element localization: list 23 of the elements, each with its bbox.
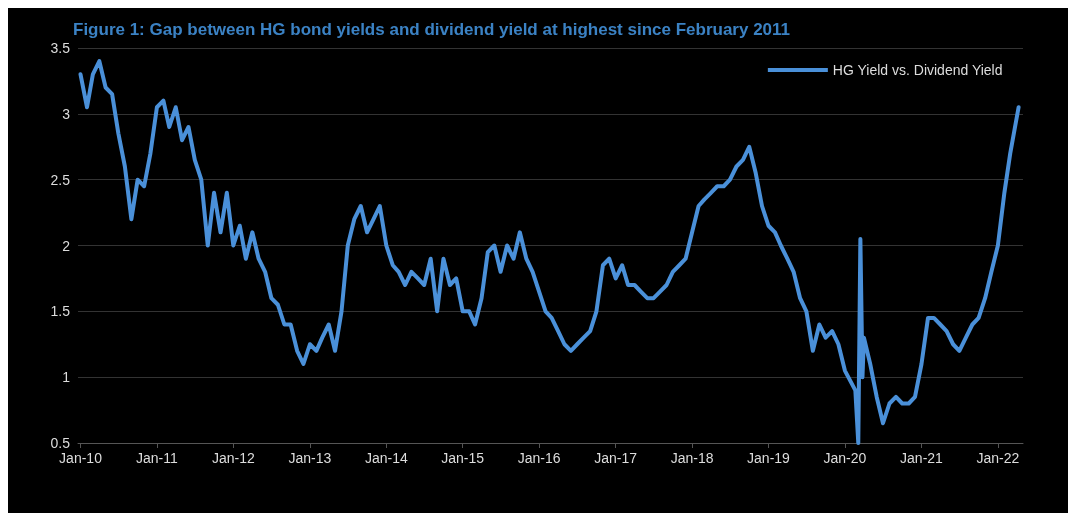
legend-label: HG Yield vs. Dividend Yield — [832, 62, 1003, 78]
x-tick-label: Jan-22 — [976, 450, 1020, 466]
x-tick-label: Jan-12 — [211, 450, 255, 466]
line-series — [78, 59, 1021, 445]
y-tick-label: 3.5 — [50, 40, 71, 56]
x-tick-label: Jan-10 — [59, 450, 103, 466]
y-tick-label: 2 — [62, 237, 71, 254]
y-tick-label: 2.5 — [50, 171, 71, 188]
x-tick-label: Jan-15 — [441, 450, 485, 466]
x-tick-label: Jan-21 — [900, 450, 944, 466]
x-tick-label: Jan-11 — [136, 450, 178, 466]
y-tick-label: 1.5 — [50, 303, 71, 320]
x-tick-label: Jan-14 — [364, 450, 408, 466]
x-tick-label: Jan-13 — [288, 450, 332, 466]
y-tick-label: 3 — [62, 105, 71, 122]
y-tick-label: 0.5 — [50, 435, 71, 451]
x-tick-label: Jan-19 — [747, 450, 791, 466]
x-tick-label: Jan-16 — [517, 450, 561, 466]
chart-title: Figure 1: Gap between HG bond yields and dividend yield at highest since February 2011 — [73, 20, 791, 39]
x-tick-label: Jan-17 — [594, 450, 638, 466]
y-tick-label: 1 — [62, 369, 71, 386]
x-tick-label: Jan-20 — [823, 450, 867, 466]
x-tick-label: Jan-18 — [670, 450, 714, 466]
